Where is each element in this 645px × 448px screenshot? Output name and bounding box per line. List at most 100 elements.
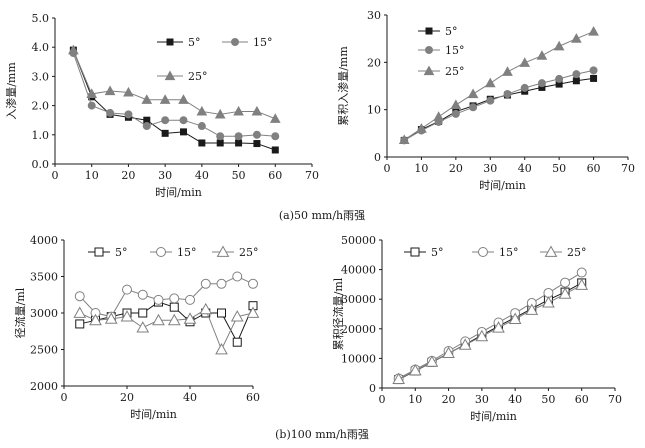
legend-label: 15° (445, 44, 465, 57)
data-point (508, 312, 522, 324)
x-tick-label: 70 (621, 162, 635, 175)
x-tick-label: 10 (414, 162, 428, 175)
series-1 (400, 66, 598, 145)
data-point (575, 278, 589, 290)
x-tick-label: 30 (475, 393, 489, 406)
x-tick-label: 60 (246, 391, 260, 404)
data-point (235, 139, 243, 147)
series-1 (393, 267, 587, 384)
data-point (590, 74, 598, 82)
data-point (251, 105, 263, 116)
data-point (106, 108, 115, 117)
data-point (425, 355, 439, 367)
data-point (392, 372, 405, 385)
legend: 5° 15° 25° (404, 245, 587, 259)
y-tick-label: 50000 (341, 234, 376, 247)
series-1 (74, 271, 258, 322)
data-point (467, 88, 479, 99)
data-point (451, 109, 460, 118)
series-line (72, 52, 276, 137)
x-tick-label: 40 (508, 393, 522, 406)
data-point (159, 94, 171, 104)
data-point (442, 346, 455, 359)
series-line (398, 284, 582, 380)
data-point (75, 319, 85, 329)
data-point (469, 103, 478, 112)
x-tick-label: 60 (587, 162, 601, 175)
y-tick-label: 1.0 (32, 129, 50, 142)
legend-marker (216, 245, 230, 257)
data-point (484, 77, 496, 88)
data-point (197, 122, 206, 131)
data-point (87, 101, 96, 110)
data-point (458, 338, 472, 350)
x-axis-label: 时间/min (479, 179, 526, 192)
y-tick-label: 4000 (30, 234, 58, 247)
legend-marker (164, 70, 176, 81)
y-tick-label: 0 (374, 151, 381, 164)
data-point (178, 94, 189, 104)
data-point (248, 278, 258, 289)
y-axis-label: 入渗量/mm (4, 62, 18, 120)
x-axis-label: 时间/min (470, 410, 517, 423)
data-point (230, 310, 244, 322)
legend-label: 5° (188, 36, 201, 49)
data-point (216, 132, 225, 141)
data-point (68, 44, 79, 55)
legend-marker (425, 46, 433, 54)
data-point (104, 312, 118, 324)
x-tick-label: 70 (608, 393, 622, 406)
y-tick-label: 5.0 (32, 12, 50, 25)
data-point (141, 94, 153, 104)
x-tick-label: 20 (442, 393, 456, 406)
data-point (558, 287, 572, 299)
data-point (179, 116, 188, 125)
series-line (398, 272, 582, 379)
x-tick-label: 0 (52, 169, 59, 182)
y-axis-label: 径流量/ml (13, 287, 27, 338)
x-tick-label: 10 (408, 393, 422, 406)
series-line (79, 275, 254, 318)
data-point (161, 116, 170, 125)
data-point (571, 33, 582, 43)
legend-marker (423, 65, 435, 76)
legend-label: 25° (239, 246, 259, 259)
x-tick-label: 0 (384, 162, 391, 175)
legend-label: 5° (431, 246, 444, 259)
series-0 (400, 74, 598, 144)
legend-marker (544, 245, 558, 257)
series-line (403, 31, 594, 141)
data-point (169, 293, 180, 304)
legend-label: 25° (445, 65, 465, 78)
data-point (253, 140, 261, 148)
data-point (89, 313, 102, 326)
data-point (153, 294, 164, 305)
series-line (403, 69, 594, 141)
x-tick-label: 20 (449, 162, 463, 175)
chart-a-left: 0 10 20 30 40 50 60 70 0.0 1.0 2.0 3.0 4.0 5.0 时间/min 入… (4, 12, 319, 199)
chart-b-left: 0 20 40 60 2000 2500 3000 3500 4000 时间/min 径流量/ml 5… (13, 234, 260, 421)
x-tick-label: 40 (195, 169, 209, 182)
data-point (233, 105, 244, 116)
legend-marker (478, 247, 488, 257)
data-point (214, 108, 226, 119)
x-tick-label: 40 (183, 391, 197, 404)
x-tick-label: 30 (158, 169, 172, 182)
data-point (167, 313, 181, 326)
y-tick-label: 30 (367, 9, 381, 22)
x-tick-label: 50 (552, 162, 566, 175)
data-point (398, 134, 410, 145)
x-tick-label: 40 (518, 162, 532, 175)
data-point (86, 88, 98, 99)
y-tick-label: 0.0 (32, 158, 50, 171)
data-point (492, 321, 505, 333)
series-line (79, 301, 254, 344)
data-point (503, 90, 512, 99)
y-tick-label: 3000 (30, 307, 58, 320)
data-point (525, 303, 539, 315)
legend-label: 5° (115, 246, 128, 259)
data-point (185, 294, 195, 305)
x-tick-label: 20 (121, 169, 135, 182)
data-point (553, 40, 565, 51)
y-axis-label: 累积入渗量/mm (336, 46, 350, 126)
